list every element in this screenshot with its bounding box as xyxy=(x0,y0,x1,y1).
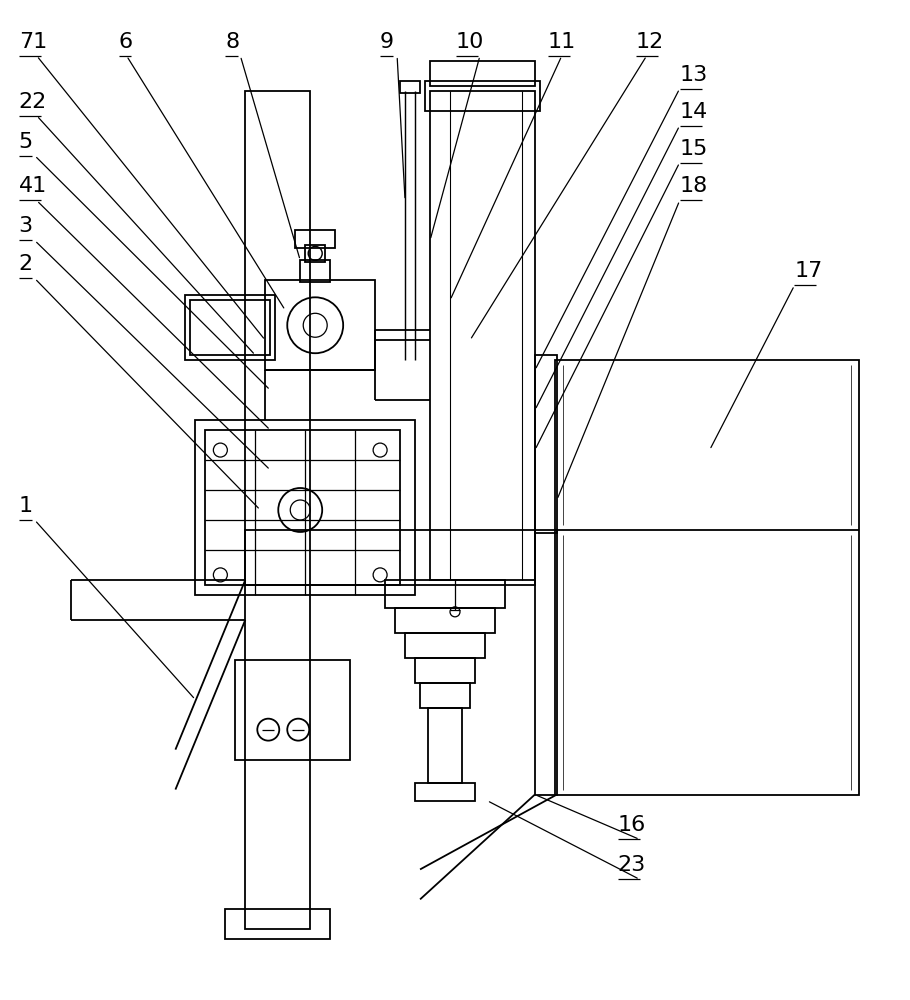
Text: 22: 22 xyxy=(19,92,47,112)
Bar xyxy=(236,660,350,760)
Text: 2: 2 xyxy=(19,254,33,274)
Bar xyxy=(405,633,485,658)
Text: 17: 17 xyxy=(794,261,823,281)
Bar xyxy=(555,360,859,795)
Bar xyxy=(415,658,475,683)
Bar xyxy=(395,608,495,633)
Bar xyxy=(430,61,535,86)
Text: 9: 9 xyxy=(380,32,394,52)
Text: 16: 16 xyxy=(618,815,646,835)
Bar xyxy=(206,430,400,585)
Text: 8: 8 xyxy=(226,32,239,52)
Text: 14: 14 xyxy=(680,102,708,122)
Bar xyxy=(305,245,325,262)
Bar xyxy=(420,683,470,708)
Text: 5: 5 xyxy=(19,132,33,152)
Bar xyxy=(428,708,462,783)
Bar xyxy=(246,91,310,929)
Text: 13: 13 xyxy=(680,65,708,85)
Bar xyxy=(266,280,375,370)
Bar xyxy=(415,783,475,801)
Text: 6: 6 xyxy=(118,32,133,52)
Text: 15: 15 xyxy=(680,139,708,159)
Text: 23: 23 xyxy=(618,855,646,875)
Text: 12: 12 xyxy=(636,32,664,52)
Bar xyxy=(196,420,415,595)
Bar xyxy=(246,530,535,585)
Text: 41: 41 xyxy=(19,176,47,196)
Bar xyxy=(190,300,270,355)
Bar xyxy=(400,81,420,93)
Text: 18: 18 xyxy=(680,176,708,196)
Text: 3: 3 xyxy=(19,216,33,236)
Text: 1: 1 xyxy=(19,496,33,516)
Bar xyxy=(300,260,330,282)
Bar xyxy=(186,295,275,360)
Bar xyxy=(430,91,535,580)
Bar xyxy=(295,230,335,248)
Bar xyxy=(535,355,557,533)
Bar xyxy=(226,909,330,939)
Text: 10: 10 xyxy=(456,32,484,52)
Bar xyxy=(385,580,505,608)
Text: 71: 71 xyxy=(19,32,47,52)
Bar xyxy=(535,530,557,795)
Bar xyxy=(425,81,540,111)
Text: 11: 11 xyxy=(548,32,576,52)
